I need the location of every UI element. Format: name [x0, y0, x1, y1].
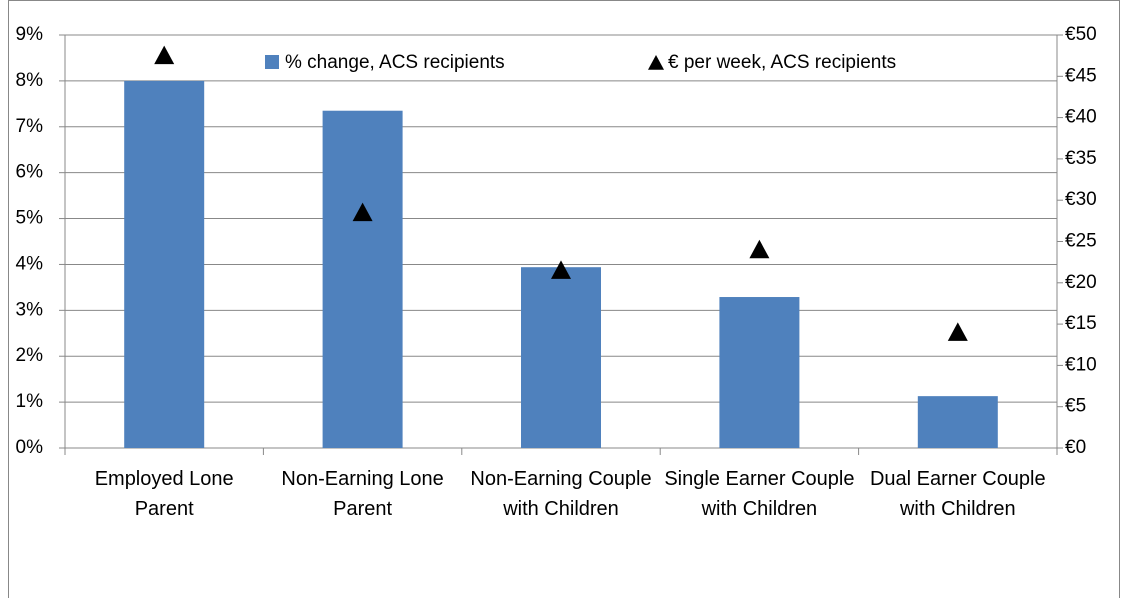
chart-frame	[8, 0, 1120, 598]
x-tick-label: Dual Earner Couple with Children	[869, 468, 1046, 520]
legend-label: € per week, ACS recipients	[668, 52, 896, 73]
y-tick-label: 3%	[16, 299, 44, 320]
y-tick-label: 7%	[16, 116, 44, 137]
triangle-marker	[551, 260, 571, 279]
y-tick-label: 6%	[16, 162, 44, 183]
y2-tick-label: €0	[1065, 437, 1086, 458]
y2-tick-label: €30	[1065, 189, 1097, 210]
y2-tick-label: €25	[1065, 231, 1097, 252]
y2-tick-label: €5	[1065, 396, 1086, 417]
x-tick-label: Non-Earning Couple with Children	[470, 468, 652, 520]
bar	[124, 80, 205, 448]
y2-tick-label: €20	[1065, 272, 1097, 293]
bar	[322, 110, 403, 448]
y-tick-label: 8%	[16, 70, 44, 91]
y-tick-label: 5%	[16, 208, 44, 229]
triangle-marker	[947, 322, 968, 341]
y2-tick-label: €15	[1065, 313, 1097, 334]
legend-swatch	[648, 55, 664, 70]
legend-label: % change, ACS recipients	[285, 52, 505, 73]
x-tick-label: Single Earner Couple with Children	[664, 468, 855, 520]
x-tick-label: Employed Lone Parent	[94, 468, 234, 520]
y2-tick-label: €10	[1065, 354, 1097, 375]
triangle-marker	[352, 202, 373, 222]
y2-tick-label: €40	[1065, 107, 1097, 128]
triangle-marker	[154, 45, 175, 65]
bar	[917, 396, 998, 448]
triangle-marker	[749, 239, 770, 259]
legend-swatch	[265, 55, 279, 69]
y-tick-label: 2%	[16, 345, 44, 366]
y-tick-label: 4%	[16, 253, 44, 274]
bar	[521, 267, 601, 448]
y2-tick-label: €35	[1065, 148, 1097, 169]
y2-tick-label: €45	[1065, 65, 1097, 86]
y-tick-label: 1%	[16, 391, 44, 412]
y-tick-label: 0%	[16, 437, 44, 458]
y-tick-label: 9%	[16, 24, 44, 45]
x-tick-label: Non-Earning Lone Parent	[281, 468, 444, 520]
y2-tick-label: €50	[1065, 24, 1097, 45]
bar	[719, 297, 800, 448]
